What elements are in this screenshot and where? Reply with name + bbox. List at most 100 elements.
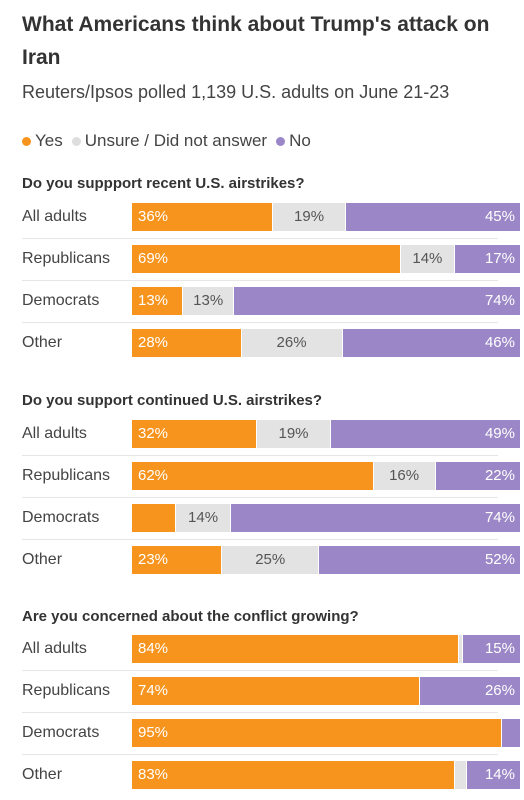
bar-segment-no: 46% bbox=[341, 329, 520, 357]
data-label: 13% bbox=[193, 292, 224, 309]
data-label: 16% bbox=[389, 467, 420, 484]
bar-row: Republicans 74% 26% bbox=[22, 677, 520, 705]
bar-segment-no bbox=[500, 719, 520, 747]
category-label: Republicans bbox=[22, 250, 111, 267]
bar-segment-yes: 28% bbox=[132, 329, 241, 357]
legend-item-yes: Yes bbox=[22, 131, 63, 151]
bar-segment-yes: 69% bbox=[132, 245, 400, 273]
data-label: 22% bbox=[484, 467, 515, 484]
data-label: 46% bbox=[484, 334, 515, 351]
row-divider bbox=[22, 280, 498, 281]
chart-subtitle: Reuters/Ipsos polled 1,139 U.S. adults o… bbox=[22, 82, 450, 102]
category-label: All adults bbox=[22, 208, 87, 225]
legend-item-no: No bbox=[276, 131, 311, 151]
data-label: 32% bbox=[138, 425, 169, 442]
bar-segment-yes: 13% bbox=[132, 287, 183, 315]
data-label: 14% bbox=[188, 509, 219, 526]
category-label: Republicans bbox=[22, 682, 111, 699]
category-label: All adults bbox=[22, 640, 87, 657]
bar-segment-unsure: 26% bbox=[240, 329, 342, 357]
bar-segment-no: 17% bbox=[454, 245, 520, 273]
bar-segment-yes: 32% bbox=[132, 420, 257, 448]
bar-segment-yes: 84% bbox=[132, 635, 458, 663]
legend-swatch-no bbox=[276, 136, 286, 146]
category-label: Democrats bbox=[22, 724, 100, 741]
bar-row: Republicans 69% 14% 17% bbox=[22, 245, 520, 273]
legend-item-unsure: Unsure / Did not answer bbox=[71, 131, 268, 151]
category-label: All adults bbox=[22, 425, 87, 442]
data-label: 14% bbox=[412, 250, 443, 267]
bar-segment-no: 74% bbox=[232, 287, 520, 315]
data-label: 49% bbox=[484, 425, 515, 442]
row-divider bbox=[22, 712, 498, 713]
bar-segment-yes: 74% bbox=[132, 677, 420, 705]
bar-segment-unsure: 25% bbox=[221, 546, 319, 574]
row-divider bbox=[22, 455, 498, 456]
bar-segment-unsure: 19% bbox=[256, 420, 330, 448]
stacked-bar: 23% 25% 52% bbox=[132, 546, 520, 574]
category-label: Republicans bbox=[22, 467, 111, 484]
row-divider bbox=[22, 670, 498, 671]
legend: Yes Unsure / Did not answer No bbox=[22, 131, 320, 151]
bar-segment-no: 45% bbox=[345, 203, 520, 231]
stacked-bar: 95% bbox=[132, 719, 520, 747]
row-divider bbox=[22, 539, 498, 540]
data-label: 26% bbox=[276, 334, 307, 351]
data-label: 45% bbox=[484, 208, 515, 225]
stacked-bar: 69% 14% 17% bbox=[132, 245, 520, 273]
row-divider bbox=[22, 497, 498, 498]
stacked-bar: 32% 19% 49% bbox=[132, 420, 520, 448]
row-divider bbox=[22, 322, 498, 323]
data-label: 69% bbox=[138, 250, 169, 267]
data-label: 25% bbox=[255, 551, 286, 568]
row-divider bbox=[22, 238, 498, 239]
chart-title: What Americans think about Trump's attac… bbox=[22, 13, 490, 69]
category-label: Democrats bbox=[22, 509, 100, 526]
data-label: 23% bbox=[138, 551, 169, 568]
stacked-bar: 13% 13% 74% bbox=[132, 287, 520, 315]
data-label: 28% bbox=[138, 334, 169, 351]
question-2: Do you support continued U.S. airstrikes… bbox=[22, 392, 323, 409]
stacked-bar: 36% 19% 45% bbox=[132, 203, 520, 231]
bar-segment-unsure: 16% bbox=[372, 462, 435, 490]
bar-segment-unsure: 13% bbox=[182, 287, 233, 315]
bar-segment-yes: 23% bbox=[132, 546, 222, 574]
data-label: 13% bbox=[138, 292, 169, 309]
data-label: 74% bbox=[138, 682, 169, 699]
data-label: 84% bbox=[138, 640, 169, 657]
bar-segment-no: 26% bbox=[419, 677, 520, 705]
bar-segment-yes: 62% bbox=[132, 462, 373, 490]
bar-row: Republicans 62% 16% 22% bbox=[22, 462, 520, 490]
data-label: 15% bbox=[484, 640, 515, 657]
bar-row: All adults 32% 19% 49% bbox=[22, 420, 520, 448]
legend-label-unsure: Unsure / Did not answer bbox=[84, 131, 268, 150]
data-label: 14% bbox=[484, 766, 515, 783]
stacked-bar: 74% 26% bbox=[132, 677, 520, 705]
bar-row: All adults 36% 19% 45% bbox=[22, 203, 520, 231]
legend-label-no: No bbox=[289, 131, 311, 150]
row-divider bbox=[22, 754, 498, 755]
bar-segment-no: 52% bbox=[318, 546, 520, 574]
category-label: Other bbox=[22, 334, 63, 351]
data-label: 74% bbox=[484, 292, 515, 309]
bar-segment-yes bbox=[132, 504, 176, 532]
bar-segment-unsure bbox=[454, 761, 466, 789]
data-label: 36% bbox=[138, 208, 169, 225]
legend-swatch-yes bbox=[22, 136, 31, 146]
bar-segment-yes: 95% bbox=[132, 719, 501, 747]
data-label: 74% bbox=[484, 509, 515, 526]
data-label: 19% bbox=[278, 425, 309, 442]
bar-segment-no: 74% bbox=[229, 504, 520, 532]
legend-swatch-unsure bbox=[71, 136, 81, 146]
bar-row: Other 23% 25% 52% bbox=[22, 546, 520, 574]
data-label: 19% bbox=[294, 208, 325, 225]
bar-row: Democrats 14% 74% bbox=[22, 504, 520, 532]
stacked-bar: 14% 74% bbox=[132, 504, 520, 532]
stacked-bar: 28% 26% 46% bbox=[132, 329, 520, 357]
bar-segment-no: 22% bbox=[434, 462, 520, 490]
bar-segment-yes: 36% bbox=[132, 203, 272, 231]
question-1: Do you suppport recent U.S. airstrikes? bbox=[22, 175, 305, 192]
bar-segment-unsure bbox=[457, 635, 462, 663]
bar-row: Other 28% 26% 46% bbox=[22, 329, 520, 357]
